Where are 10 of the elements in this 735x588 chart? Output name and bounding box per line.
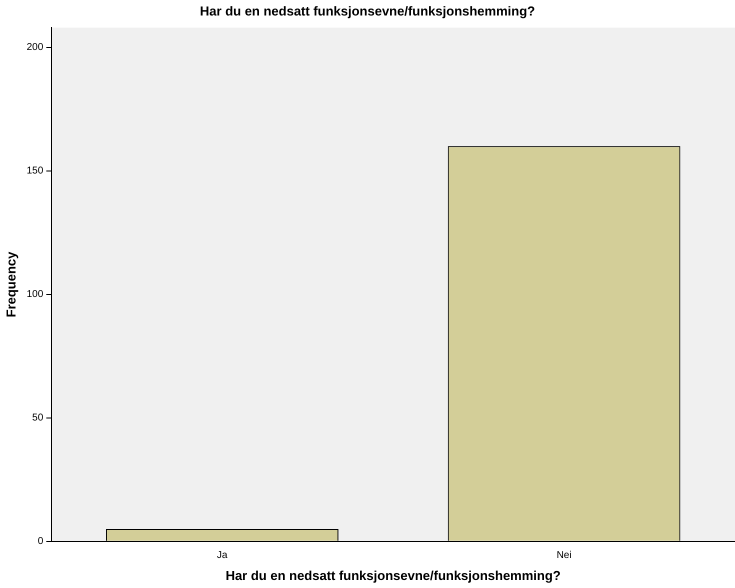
y-tick-label: 200 [26, 42, 44, 54]
y-tick-label: 0 [38, 536, 44, 548]
chart-title: Har du en nedsatt funksjonsevne/funksjonshemming? [200, 3, 536, 18]
y-tick-label: 100 [26, 289, 44, 300]
x-tick-label: Nei [556, 550, 572, 562]
y-axis-title: Frequency [3, 250, 18, 318]
x-axis-title: Har du en nedsatt funksjonsevne/funksjonshemming? [226, 568, 561, 583]
x-tick-label: Ja [216, 550, 228, 562]
y-tick-label: 150 [26, 166, 44, 177]
y-tick-label: 50 [32, 412, 44, 424]
